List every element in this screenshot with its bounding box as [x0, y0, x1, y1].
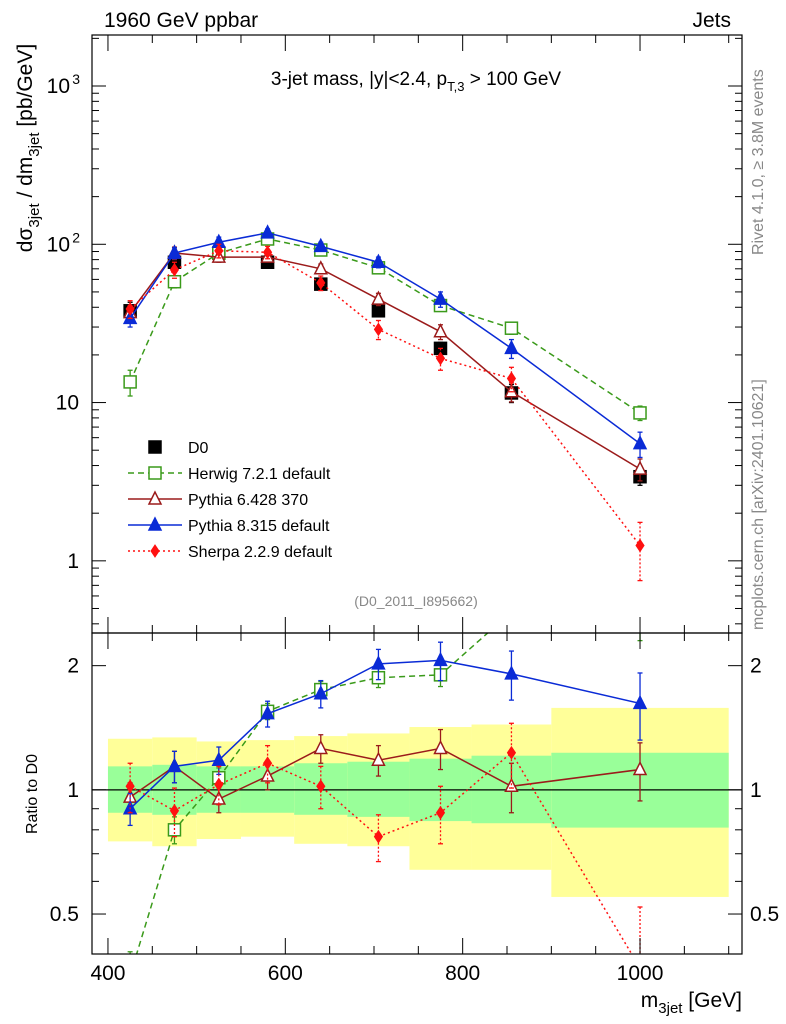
legend-marker-data [148, 440, 162, 454]
ratio-series-layer [122, 606, 648, 981]
ratio-point-sherpa [125, 779, 135, 794]
ratio-point-pythia8 [632, 694, 648, 710]
ratio-point-herwig [505, 606, 517, 618]
series-line-herwig [129, 238, 641, 414]
data-point-herwig [167, 274, 182, 289]
series-line-pythia6 [129, 252, 641, 470]
data-point-pythia8 [313, 237, 328, 253]
ratio-point-sherpa [169, 803, 180, 818]
ratio-point-pythia6 [313, 739, 328, 755]
ratio-point-pythia8 [371, 655, 386, 670]
data-point-pythia8 [504, 339, 519, 355]
category-label: Jets [692, 9, 731, 32]
data-point-pythia8 [371, 253, 386, 268]
ratio-point-pythia6 [433, 739, 448, 755]
data-point-pythia6 [433, 323, 448, 338]
data-point-data [371, 304, 386, 318]
data-point-pythia8 [260, 224, 275, 239]
ratio-point-pythia8 [433, 651, 448, 667]
y-tick-exponent: 2 [72, 229, 80, 245]
y-tick-label: 10 [56, 392, 79, 415]
legend-marker-herwig [148, 466, 162, 480]
ratio-point-sherpa [262, 756, 273, 771]
ratio-point-pythia8 [504, 665, 519, 680]
mcplots-label: mcplots.cern.ch [arXiv:2401.10621] [750, 379, 767, 630]
data-point-herwig [123, 375, 137, 389]
data-point-pythia6 [313, 260, 328, 275]
data-point-sherpa [169, 262, 180, 277]
data-point-sherpa [125, 302, 135, 316]
ratio-point-sherpa [316, 779, 326, 794]
ratio-y-tick-label: 1 [67, 779, 79, 802]
ratio-point-pythia8 [167, 757, 182, 773]
ratio-point-sherpa [435, 805, 446, 820]
ratio-point-sherpa [373, 829, 384, 844]
y-tick-exponent: 3 [72, 71, 80, 87]
data-point-sherpa [262, 245, 273, 260]
legend-marker-pythia6 [147, 490, 163, 505]
x-tick-label: 1000 [617, 962, 664, 985]
uncertainty-bands [92, 707, 742, 897]
chart-title: 3-jet mass, |y|<2.4, pT,3 > 100 GeV [271, 69, 562, 94]
analysis-id: (D0_2011_I895662) [354, 593, 478, 609]
ratio-point-pythia6 [504, 777, 519, 793]
data-point-sherpa [316, 276, 326, 290]
x-tick-label: 600 [268, 962, 303, 985]
ratio-axes: 0.5 0.5 1 1 2 2 400 600 800 1000 [50, 633, 779, 985]
y-tick-label: 10 [47, 233, 70, 256]
ratio-point-herwig [124, 969, 136, 981]
x-tick-label: 800 [445, 962, 480, 985]
series-line-sherpa [129, 250, 641, 546]
y-tick-label: 10 [47, 75, 70, 98]
legend-label: Pythia 6.428 370 [188, 492, 308, 509]
legend-marker-pythia8 [147, 516, 163, 531]
data-point-sherpa [435, 351, 446, 366]
main-series-layer [122, 224, 648, 582]
ratio-y-tick-label-right: 2 [750, 655, 762, 678]
ratio-y-tick-label: 0.5 [50, 903, 79, 926]
ratio-point-sherpa [506, 745, 517, 760]
ratio-point-pythia8 [260, 704, 275, 720]
data-point-sherpa [373, 322, 384, 337]
data-point-herwig [633, 406, 647, 420]
y-tick-label: 1 [67, 550, 79, 573]
data-point-pythia8 [433, 290, 448, 305]
y-axis-label: dσ3jet / dm3jet [pb/GeV] [14, 44, 43, 252]
ratio-frame [91, 632, 743, 955]
x-tick-label: 400 [90, 962, 125, 985]
data-point-herwig [504, 321, 519, 335]
ratio-point-pythia8 [313, 685, 328, 700]
legend-label: Herwig 7.2.1 default [188, 466, 331, 483]
data-point-pythia6 [371, 290, 386, 305]
data-point-sherpa [635, 538, 645, 553]
legend-marker-sherpa [150, 544, 160, 558]
ratio-y-tick-label: 2 [67, 655, 79, 678]
legend-label: D0 [188, 440, 209, 457]
ratio-point-sherpa [214, 777, 224, 792]
data-point-sherpa [214, 243, 224, 258]
energy-label: 1960 GeV ppbar [104, 9, 258, 32]
ratio-y-axis-label: Ratio to D0 [24, 754, 41, 834]
data-point-pythia6 [632, 460, 648, 475]
ratio-point-pythia6 [371, 751, 386, 766]
data-point-pythia8 [167, 244, 182, 259]
x-axis-label: m3jet [GeV] [641, 989, 742, 1017]
ratio-y-tick-label-right: 0.5 [750, 903, 779, 926]
rivet-version-label: Rivet 4.1.0, ≥ 3.8M events [750, 69, 767, 255]
data-point-pythia6 [504, 383, 519, 398]
data-point-pythia8 [632, 434, 648, 450]
legend: D0 Herwig 7.2.1 default Pythia 6.428 370 Py… [128, 440, 333, 561]
ratio-y-tick-label-right: 1 [750, 779, 762, 802]
ratio-point-pythia6 [632, 760, 648, 776]
ratio-panel: 0.5 0.5 1 1 2 2 400 600 800 1000 Ratio to D0 [24, 606, 779, 985]
legend-label: Pythia 8.315 default [188, 518, 330, 535]
data-point-sherpa [506, 371, 517, 386]
ratio-point-pythia8 [211, 751, 227, 766]
legend-label: Sherpa 2.2.9 default [188, 544, 333, 561]
